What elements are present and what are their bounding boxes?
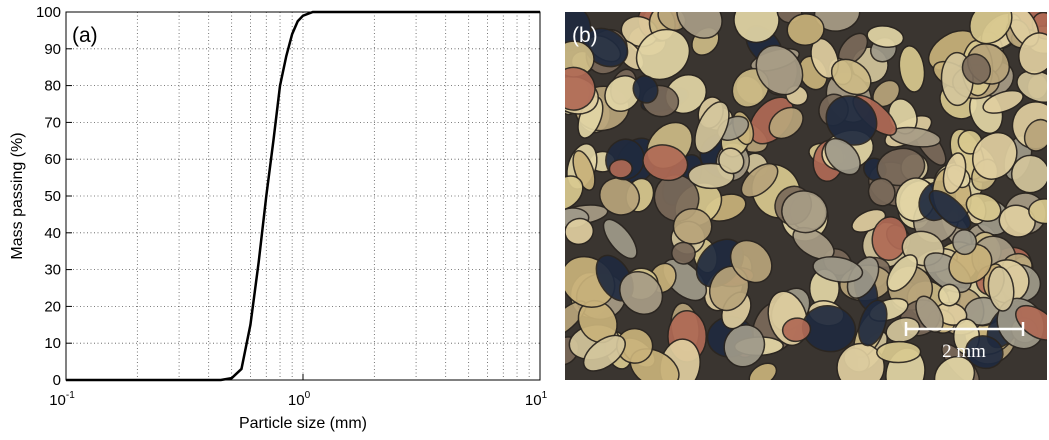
- y-tick-label: 20: [44, 298, 61, 315]
- x-tick-base: 10: [49, 392, 66, 409]
- scale-label: 2 mm: [942, 341, 986, 362]
- y-tick-label: 60: [44, 151, 61, 168]
- y-tick-label: 30: [44, 262, 61, 279]
- grain: [673, 208, 712, 244]
- x-tick-exponent: -1: [66, 390, 75, 401]
- y-axis-label: Mass passing (%): [9, 132, 26, 259]
- y-tick-label: 90: [44, 41, 61, 58]
- figure: (a) Particle size (mm) Mass passing (%) …: [0, 0, 1049, 435]
- x-tick-exponent: 0: [305, 390, 311, 401]
- x-tick-label: 101: [525, 390, 548, 409]
- grain: [877, 341, 921, 362]
- y-tick-label: 40: [44, 225, 61, 242]
- grain: [609, 159, 633, 179]
- x-axis-label: Particle size (mm): [239, 415, 367, 432]
- panel-label: (b): [572, 24, 598, 47]
- x-tick-label: 10-1: [49, 390, 75, 409]
- y-tick-label: 80: [44, 78, 61, 95]
- panel-label: (a): [72, 24, 98, 47]
- y-tick-label: 50: [44, 188, 61, 205]
- photo: (b) 2 mm: [539, 0, 1049, 403]
- x-tick-base: 10: [288, 392, 305, 409]
- y-tick-label: 100: [36, 4, 61, 21]
- x-tick-exponent: 1: [542, 390, 548, 401]
- y-tick-label: 0: [53, 372, 61, 389]
- x-tick-base: 10: [525, 392, 542, 409]
- y-tick-label: 70: [44, 114, 61, 131]
- x-tick-label: 100: [288, 390, 311, 409]
- y-tick-label: 10: [44, 335, 61, 352]
